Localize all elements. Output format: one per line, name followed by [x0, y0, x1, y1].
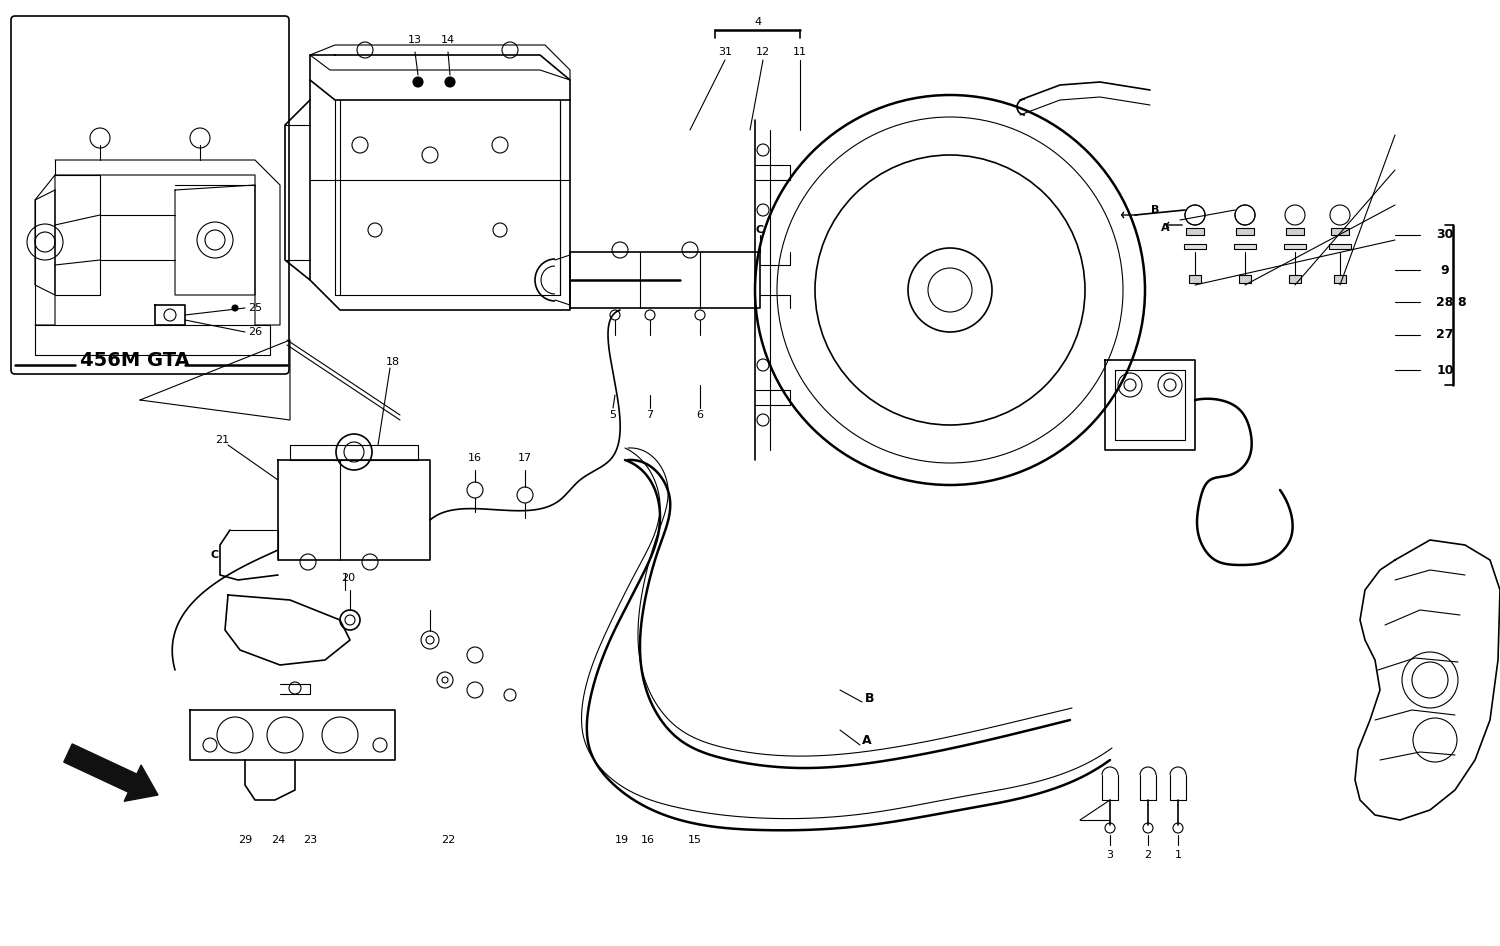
Circle shape: [446, 77, 454, 87]
Circle shape: [413, 77, 423, 87]
Text: A: A: [862, 733, 871, 746]
Bar: [1330, 228, 1348, 235]
Text: 24: 24: [272, 835, 285, 845]
Text: 29: 29: [238, 835, 252, 845]
Text: 19: 19: [615, 835, 628, 845]
Text: 16: 16: [468, 453, 482, 463]
Text: 7: 7: [646, 410, 654, 420]
Text: 4: 4: [754, 17, 762, 27]
Text: C: C: [756, 225, 764, 235]
Text: B: B: [865, 692, 874, 705]
Text: 16: 16: [640, 835, 656, 845]
Text: 2: 2: [1144, 850, 1152, 860]
Bar: [1239, 275, 1251, 283]
Bar: [1334, 275, 1346, 283]
Text: 26: 26: [248, 327, 262, 337]
Text: A: A: [1161, 223, 1170, 233]
Text: 23: 23: [303, 835, 316, 845]
Bar: [1284, 244, 1306, 249]
Text: 21: 21: [214, 435, 230, 445]
Bar: [1186, 228, 1204, 235]
Text: 31: 31: [718, 47, 732, 57]
Bar: [1286, 228, 1304, 235]
Text: 20: 20: [340, 573, 356, 583]
Text: 11: 11: [794, 47, 807, 57]
FancyBboxPatch shape: [10, 16, 290, 374]
Text: 30: 30: [1437, 229, 1454, 241]
Text: 6: 6: [696, 410, 703, 420]
Text: 13: 13: [408, 35, 422, 45]
Text: B: B: [1150, 205, 1160, 215]
Text: 14: 14: [441, 35, 454, 45]
Text: 3: 3: [1107, 850, 1113, 860]
Text: 18: 18: [386, 357, 400, 367]
Text: C: C: [211, 550, 219, 560]
Bar: [1288, 275, 1300, 283]
Text: 10: 10: [1437, 363, 1454, 377]
Text: 27: 27: [1437, 328, 1454, 342]
Bar: [1236, 228, 1254, 235]
Text: 8: 8: [1458, 295, 1467, 308]
Text: 28: 28: [1437, 295, 1454, 308]
Text: 25: 25: [248, 303, 262, 313]
Text: 17: 17: [518, 453, 532, 463]
Text: 456M GTA: 456M GTA: [80, 351, 189, 370]
Text: 9: 9: [1440, 264, 1449, 276]
Bar: [1190, 275, 1202, 283]
Text: 15: 15: [688, 835, 702, 845]
Bar: [1184, 244, 1206, 249]
Text: 5: 5: [609, 410, 616, 420]
Text: 22: 22: [441, 835, 454, 845]
Text: 1: 1: [1174, 850, 1182, 860]
Text: 12: 12: [756, 47, 770, 57]
Bar: [1329, 244, 1352, 249]
Circle shape: [232, 305, 238, 311]
Bar: [1234, 244, 1256, 249]
FancyArrow shape: [64, 744, 158, 801]
